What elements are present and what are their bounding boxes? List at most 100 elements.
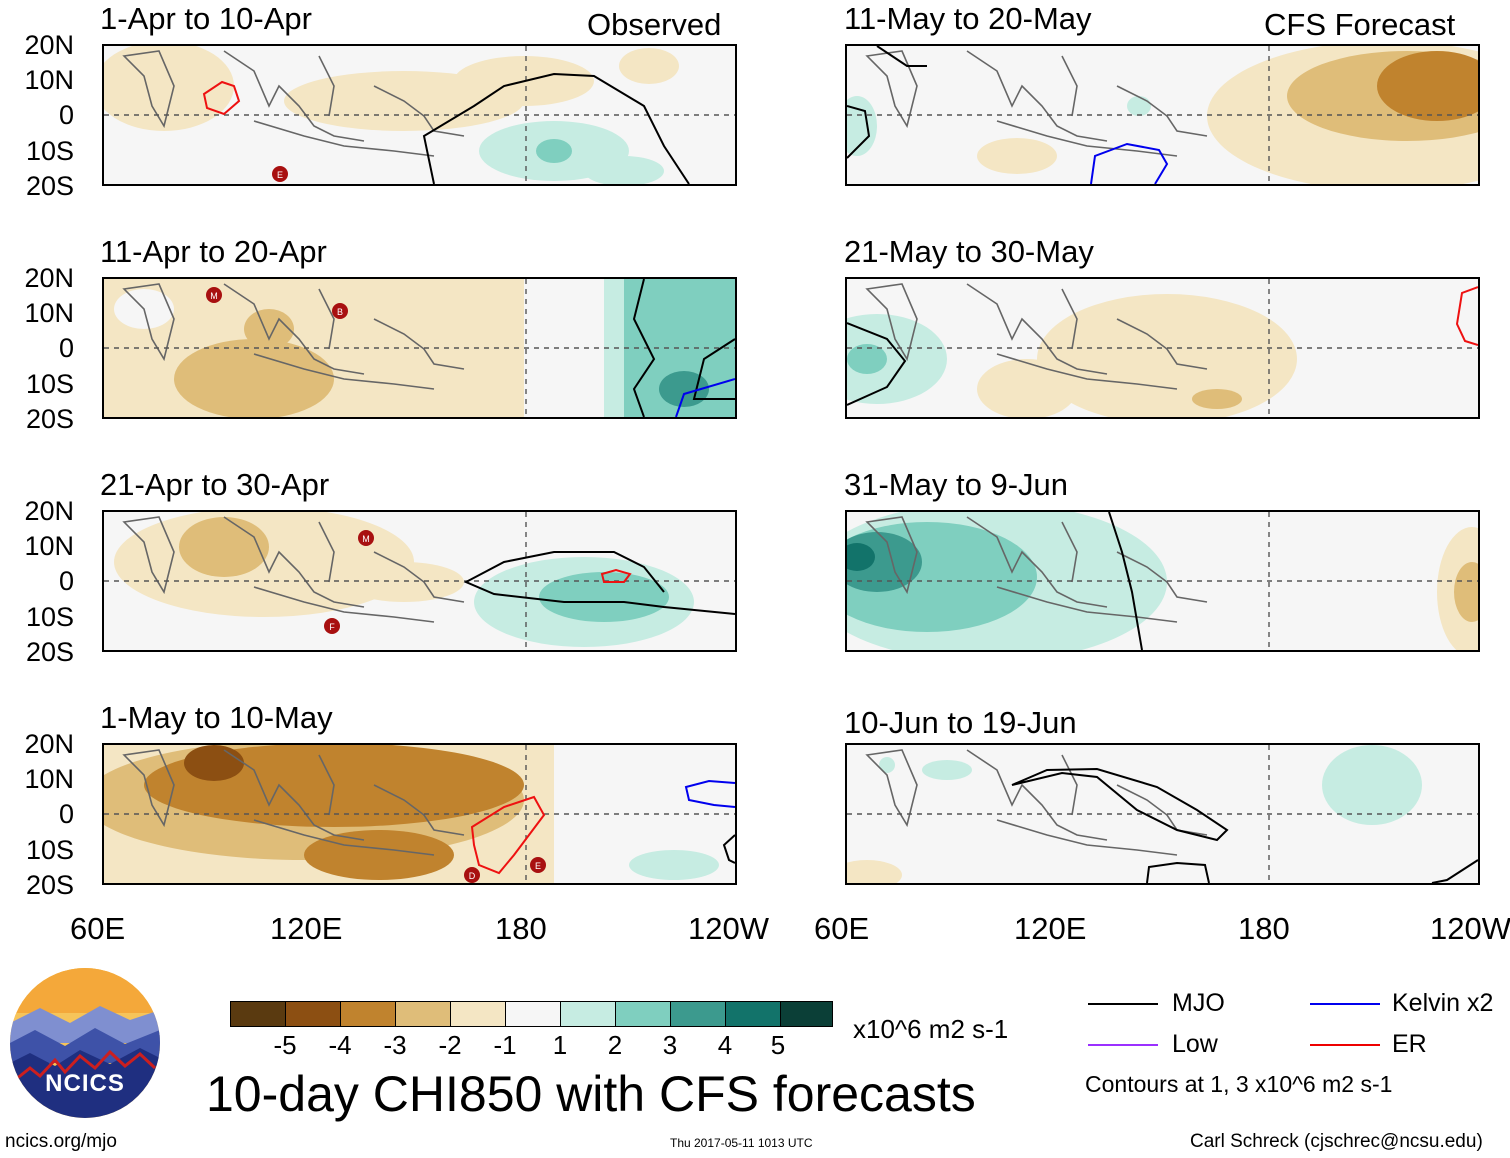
- colorbar-swatch: [725, 1001, 781, 1027]
- colorbar-swatch: [670, 1001, 726, 1027]
- colorbar-tick: -1: [493, 1030, 517, 1060]
- map-panel-forecast-3: [845, 510, 1480, 652]
- mjo-contour: [692, 338, 735, 400]
- svg-text:E: E: [535, 861, 541, 871]
- lon-label: 120W: [688, 911, 769, 946]
- colorbar-swatch: [340, 1001, 396, 1027]
- colorbar-units: x10^6 m2 s-1: [853, 1014, 1009, 1044]
- colorbar-tick: -4: [328, 1030, 352, 1060]
- map-panel-forecast-2: [845, 277, 1480, 419]
- mjo-contour: [422, 72, 690, 184]
- shading: [847, 512, 1478, 650]
- coastlines: [122, 749, 465, 856]
- storm-marker: B: [332, 303, 348, 319]
- er-contour: [202, 80, 241, 116]
- legend-line-er: [1310, 1044, 1380, 1046]
- colorbar-tick: 5: [770, 1030, 786, 1060]
- colorbar-tick: 3: [662, 1030, 678, 1060]
- lon-label: 180: [1238, 911, 1290, 946]
- lat-label: 10N: [24, 531, 74, 561]
- coastlines: [122, 50, 465, 157]
- mjo-contour: [847, 322, 907, 406]
- svg-text:D: D: [469, 871, 476, 881]
- legend-line-kelvin: [1310, 1003, 1380, 1005]
- kelvin-contour: [684, 779, 735, 808]
- ncics-logo: NCICS: [10, 968, 160, 1118]
- svg-text:F: F: [329, 622, 335, 632]
- lat-label: 0: [58, 799, 74, 829]
- lon-label: 120E: [1014, 911, 1087, 946]
- map-panel-observed-1: E: [102, 44, 737, 186]
- storm-marker: E: [272, 166, 288, 182]
- coastlines: [865, 50, 1208, 157]
- shading: [847, 46, 1478, 184]
- legend-label: ER: [1392, 1030, 1427, 1058]
- panel-title: 1-Apr to 10-Apr: [100, 1, 312, 36]
- coastlines: [865, 516, 1208, 623]
- panel-title: 1-May to 10-May: [100, 700, 333, 735]
- mjo-contour: [463, 551, 735, 615]
- colorbar-tick: 4: [717, 1030, 733, 1060]
- lat-label: 10S: [25, 602, 74, 632]
- lat-label: 10S: [25, 835, 74, 865]
- panel-title: 31-May to 9-Jun: [844, 467, 1068, 502]
- er-contour: [470, 795, 546, 875]
- legend-note: Contours at 1, 3 x10^6 m2 s-1: [1085, 1071, 1393, 1097]
- er-contour: [600, 568, 632, 583]
- footer-author: Carl Schreck (cjschrec@ncsu.edu): [1190, 1131, 1483, 1152]
- footer-url[interactable]: ncics.org/mjo: [5, 1131, 117, 1152]
- colorbar-swatch: [615, 1001, 671, 1027]
- lat-label: 20N: [24, 30, 74, 60]
- shading: [104, 46, 679, 184]
- lat-label: 20S: [25, 637, 74, 667]
- mjo-contour: [722, 834, 735, 864]
- storm-marker: D: [464, 867, 480, 883]
- lat-label: 10N: [24, 764, 74, 794]
- colorbar-swatch: [285, 1001, 341, 1027]
- legend-line-mjo: [1088, 1003, 1158, 1005]
- legend-label: Kelvin x2: [1392, 989, 1494, 1017]
- map-panel-forecast-4: [845, 743, 1480, 885]
- mjo-contour: [632, 279, 656, 417]
- panel-title: 21-May to 30-May: [844, 234, 1094, 269]
- storm-marker: M: [206, 287, 222, 303]
- panel-title: 11-Apr to 20-Apr: [100, 234, 327, 269]
- colorbar-tick: -3: [383, 1030, 407, 1060]
- lat-label: 20S: [25, 404, 74, 434]
- storm-marker: E: [530, 857, 546, 873]
- colorbar-tick: 2: [607, 1030, 623, 1060]
- lat-label: 10N: [24, 298, 74, 328]
- svg-text:B: B: [337, 307, 343, 317]
- colorbar-swatch: [395, 1001, 451, 1027]
- observed-header: Observed: [587, 7, 722, 42]
- map-panel-forecast-1: [845, 44, 1480, 186]
- logo-text: NCICS: [45, 1070, 125, 1097]
- svg-text:E: E: [277, 170, 283, 180]
- lat-label: 20N: [24, 263, 74, 293]
- lat-label: 20S: [25, 171, 74, 201]
- mjo-contour: [1108, 512, 1143, 650]
- map-panel-observed-3: M F: [102, 510, 737, 652]
- panel-title: 21-Apr to 30-Apr: [100, 467, 330, 502]
- mjo-contour: [847, 105, 871, 159]
- lat-label: 0: [58, 333, 74, 363]
- shading: [847, 294, 1297, 417]
- legend-label: Low: [1172, 1030, 1218, 1058]
- colorbar-swatch: [230, 1001, 286, 1027]
- shading: [847, 745, 1422, 883]
- lat-label: 10S: [25, 369, 74, 399]
- figure-title: 10-day CHI850 with CFS forecasts: [206, 1066, 976, 1122]
- lat-label: 0: [58, 566, 74, 596]
- map-panel-observed-2: M B: [102, 277, 737, 419]
- coastlines: [122, 283, 465, 390]
- lon-label: 120W: [1430, 911, 1510, 946]
- coastlines: [865, 283, 1208, 390]
- lat-label: 20N: [24, 729, 74, 759]
- colorbar-tick: -5: [273, 1030, 297, 1060]
- mjo-contour: [876, 46, 927, 67]
- coastlines: [122, 516, 465, 623]
- storm-marker: F: [324, 618, 340, 634]
- panel-title: 10-Jun to 19-Jun: [844, 705, 1077, 740]
- er-contour: [1455, 286, 1478, 346]
- kelvin-contour: [675, 378, 735, 417]
